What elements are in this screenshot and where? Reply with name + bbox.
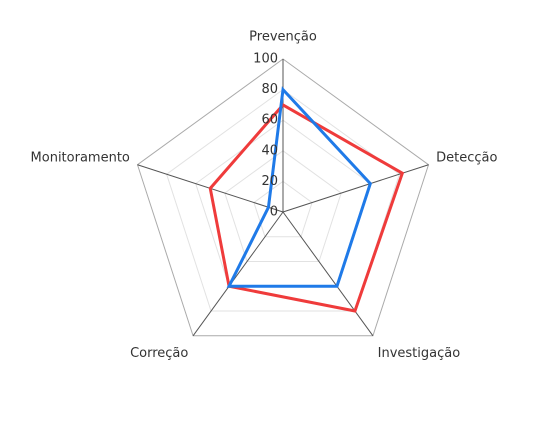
category-label: Monitoramento: [31, 150, 130, 165]
grid-ring: [224, 150, 342, 263]
category-label: Prevenção: [249, 30, 317, 45]
r-tick-label: 100: [253, 52, 278, 67]
r-tick-label: 20: [261, 174, 278, 189]
category-label: Correção: [130, 346, 188, 361]
r-tick-label: 60: [261, 113, 278, 128]
category-label: Detecção: [436, 150, 497, 165]
r-tick-label: 40: [261, 143, 278, 158]
category-label: Investigação: [378, 346, 461, 361]
series-line: [208, 102, 405, 313]
grid-ring: [253, 180, 313, 238]
axis-line: [282, 164, 429, 213]
series-line: [226, 86, 373, 288]
axis-line: [192, 211, 284, 337]
grid-ring: [136, 58, 430, 337]
axis-line: [282, 211, 374, 337]
r-tick-label: 80: [261, 82, 278, 97]
r-tick-label: 0: [270, 205, 278, 220]
